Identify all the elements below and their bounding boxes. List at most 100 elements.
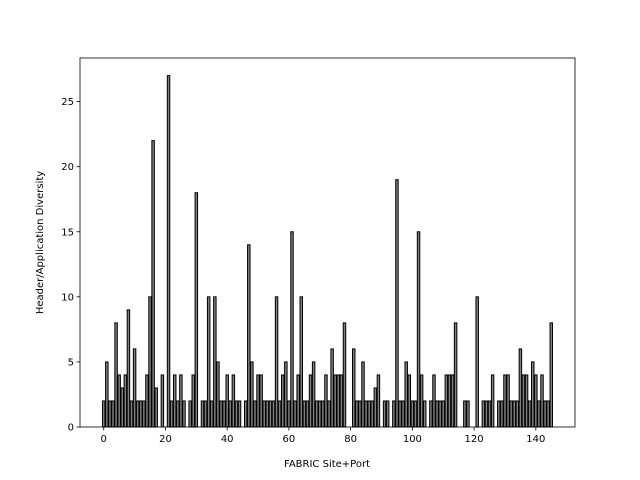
bar	[188, 400, 192, 428]
bar	[484, 400, 489, 428]
x-tick-label: 120	[465, 434, 484, 445]
bar	[475, 296, 479, 428]
bar	[515, 400, 520, 428]
bar	[392, 400, 396, 428]
bar	[490, 374, 495, 428]
bar	[145, 374, 149, 428]
bar	[253, 400, 257, 428]
bar	[277, 400, 282, 428]
bar	[314, 400, 319, 428]
bar	[342, 322, 347, 428]
bar	[105, 361, 109, 428]
bar	[102, 400, 106, 428]
bar	[293, 400, 297, 428]
bar	[453, 322, 458, 428]
bar	[330, 348, 334, 428]
bar	[376, 374, 381, 428]
x-tick-label: 0	[101, 434, 107, 445]
bar	[114, 322, 118, 428]
bar	[361, 361, 365, 428]
bar	[435, 400, 439, 428]
bar	[531, 361, 535, 428]
bar	[111, 400, 115, 428]
bar	[268, 400, 273, 428]
bar	[234, 400, 239, 428]
bar	[364, 400, 368, 428]
x-tick-label: 40	[221, 434, 234, 445]
bar	[367, 400, 371, 428]
bar	[481, 400, 486, 428]
bar	[148, 296, 152, 428]
bar	[160, 374, 165, 428]
bar	[259, 374, 263, 428]
y-tick-label: 0	[68, 423, 74, 434]
bar	[503, 374, 507, 428]
bar	[401, 400, 405, 428]
bar	[305, 400, 310, 428]
bar	[284, 361, 288, 428]
bar	[527, 400, 532, 428]
bar	[352, 348, 356, 428]
bar	[237, 400, 242, 428]
bar	[142, 400, 146, 428]
bar	[287, 400, 291, 428]
bar	[487, 400, 492, 428]
bar	[126, 309, 131, 428]
bar	[265, 400, 270, 428]
bar	[243, 400, 248, 428]
bar	[419, 374, 424, 428]
bar	[216, 361, 220, 428]
bar	[154, 387, 158, 428]
bar	[370, 400, 374, 428]
bar	[546, 400, 550, 428]
bar	[290, 231, 294, 428]
bar	[416, 231, 421, 428]
bar	[172, 374, 177, 428]
plot-frame	[79, 57, 576, 428]
bar	[407, 374, 412, 428]
bar	[521, 374, 526, 428]
bar	[336, 374, 341, 428]
bar	[256, 374, 260, 428]
bar	[395, 179, 399, 428]
x-tick-label: 140	[526, 434, 545, 445]
bar	[194, 192, 199, 428]
bar	[231, 374, 236, 428]
bar	[373, 387, 378, 428]
bar	[549, 322, 554, 428]
bar	[324, 374, 328, 428]
bar	[512, 400, 516, 428]
bar	[497, 400, 501, 428]
bar	[182, 400, 186, 428]
y-tick-label: 25	[61, 97, 74, 108]
bar	[135, 400, 140, 428]
bar	[302, 400, 307, 428]
bar	[543, 400, 547, 428]
bar	[432, 374, 436, 428]
x-axis-label: FABRIC Site+Port	[284, 459, 370, 470]
bar	[500, 400, 504, 428]
bar	[176, 400, 180, 428]
bar	[299, 296, 303, 428]
bar	[151, 140, 155, 428]
bar	[213, 296, 217, 428]
bar	[206, 296, 211, 428]
bar	[203, 400, 208, 428]
bar	[404, 361, 408, 428]
bar	[355, 400, 359, 428]
bar	[123, 374, 128, 428]
bar	[518, 348, 523, 428]
bar	[169, 400, 174, 428]
bar	[441, 400, 445, 428]
bar	[132, 348, 137, 428]
bar	[274, 296, 279, 428]
bar	[429, 400, 433, 428]
bar	[333, 374, 337, 428]
bar	[463, 400, 467, 428]
bar	[228, 400, 233, 428]
bar	[422, 400, 427, 428]
bar	[382, 400, 387, 428]
y-axis-label: Header/Application Diversity	[35, 171, 46, 314]
bar	[327, 400, 331, 428]
